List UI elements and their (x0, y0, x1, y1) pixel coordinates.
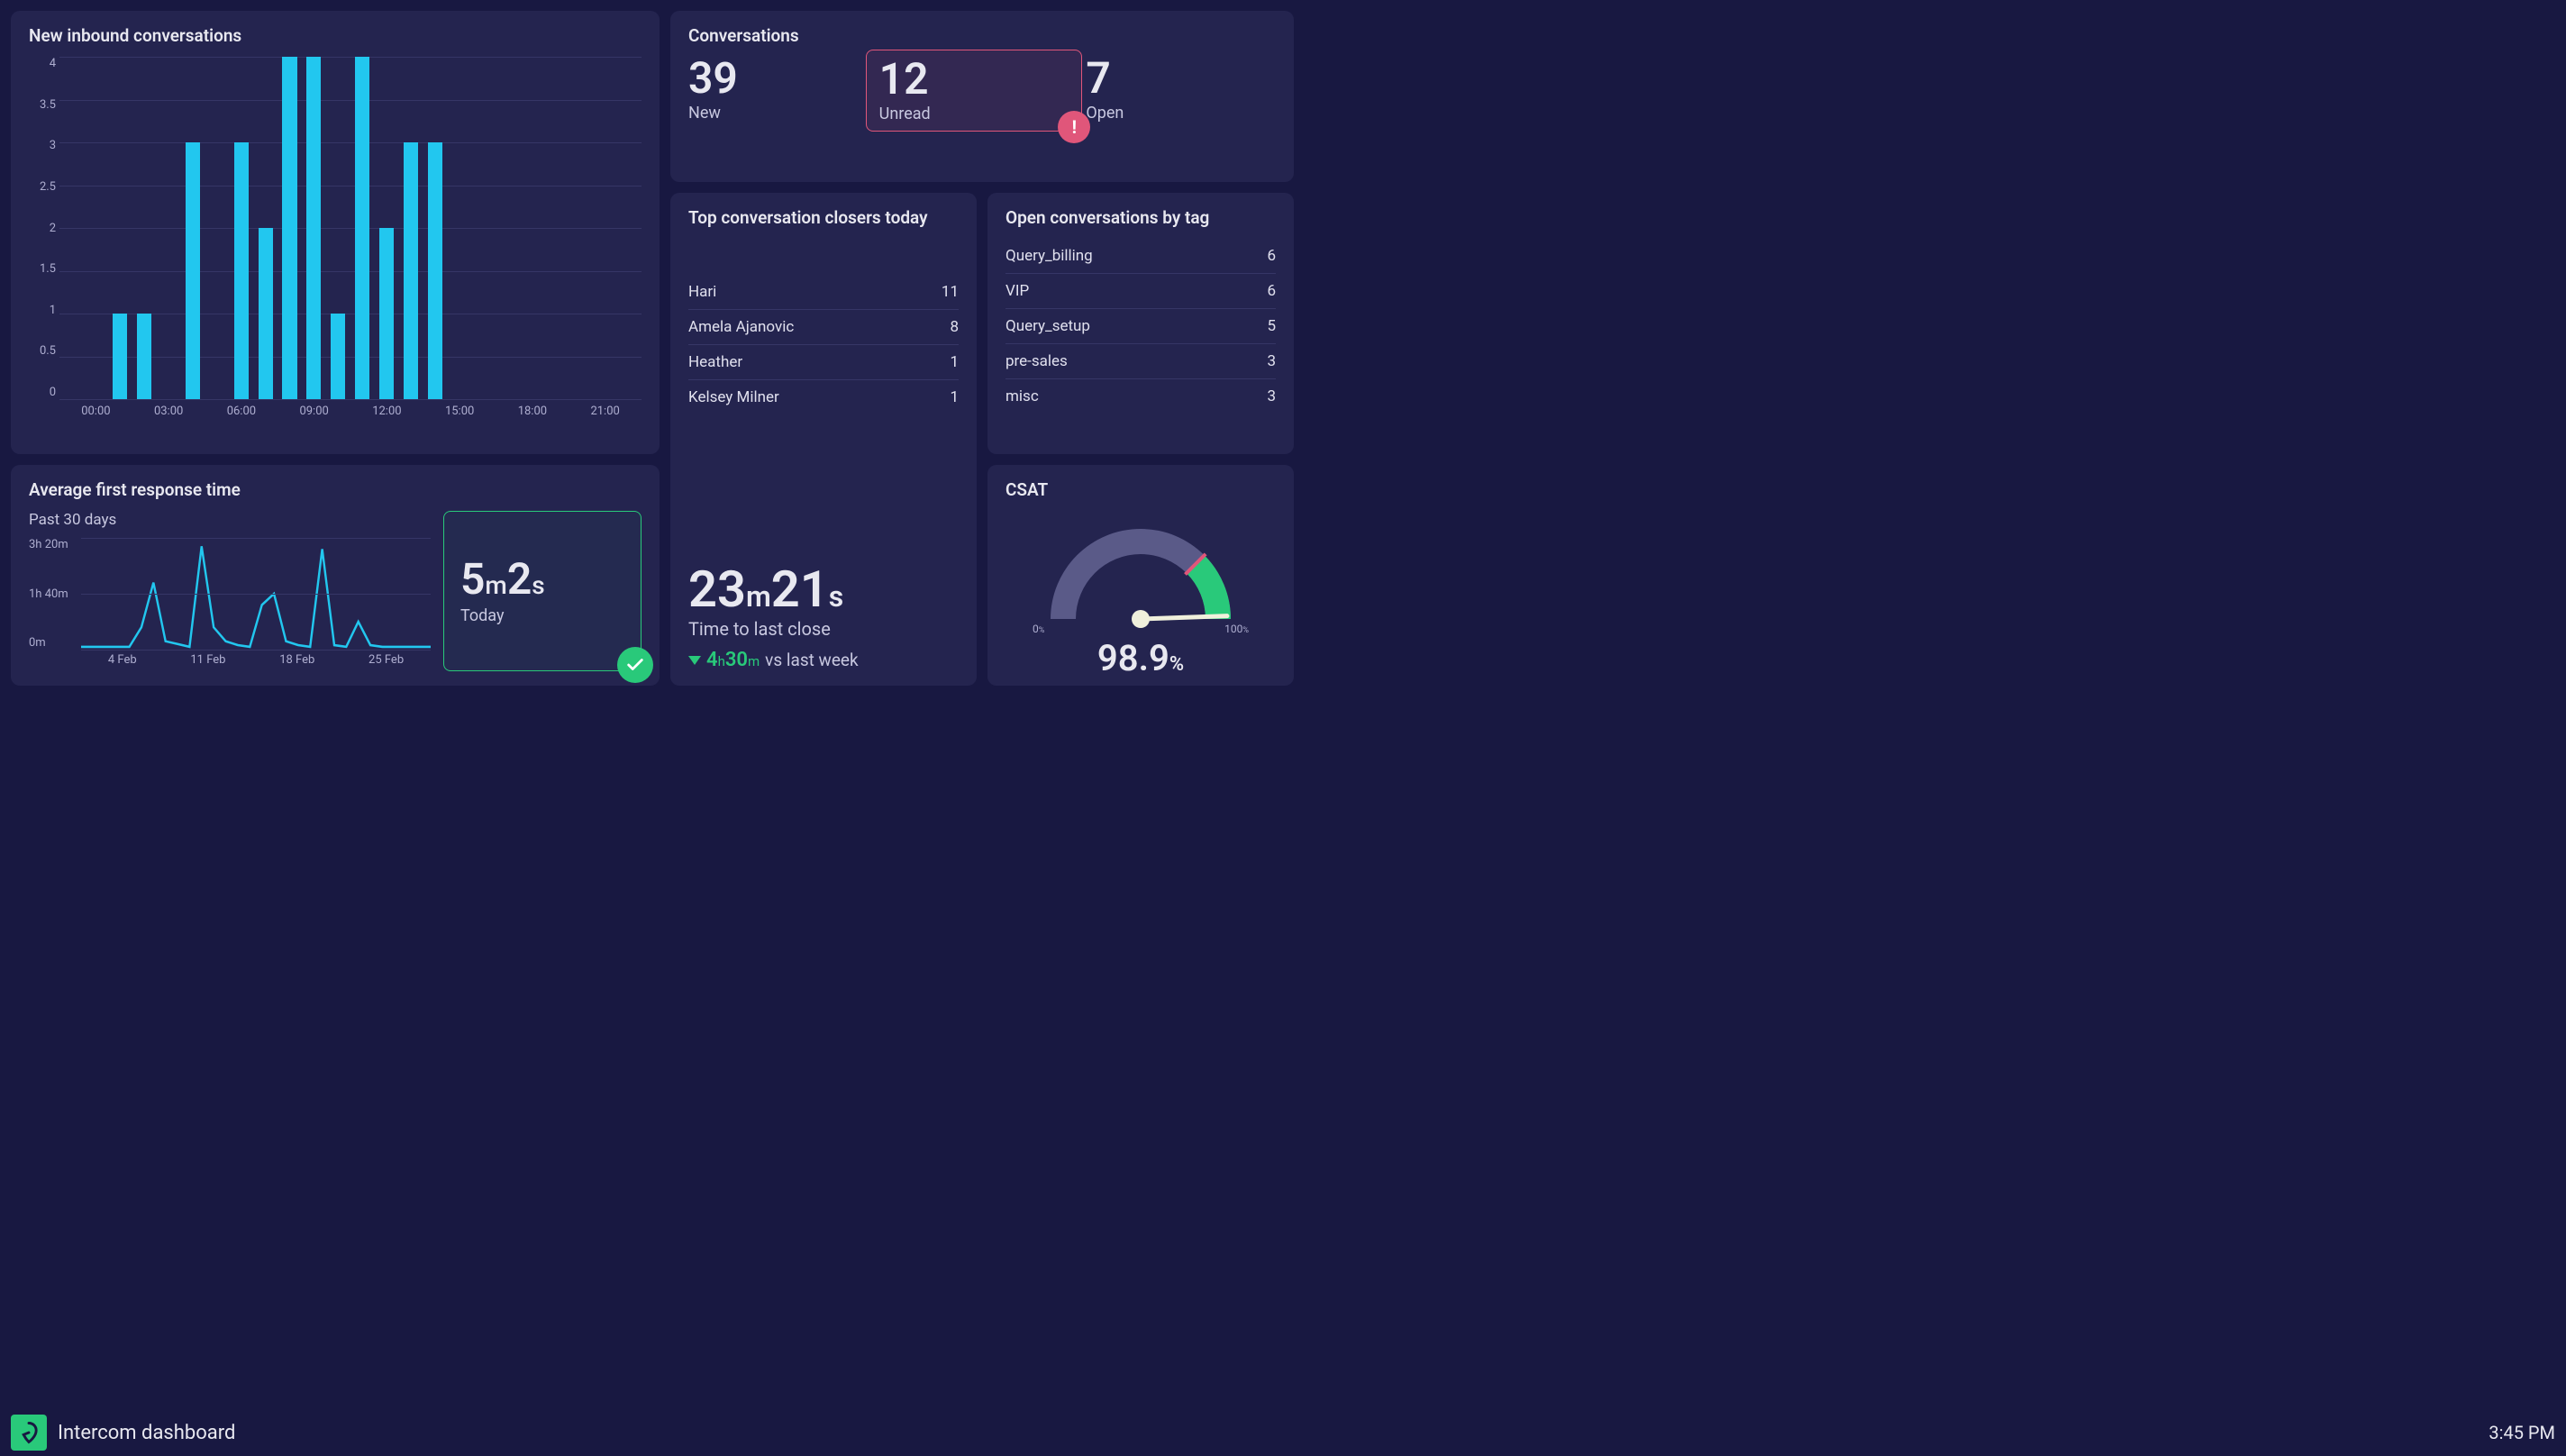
inbound-bar-chart: 43.532.521.510.50 00:0003:0006:0009:0012… (29, 57, 642, 426)
closers-title: Top conversation closers today (688, 207, 959, 228)
caret-down-icon (688, 656, 701, 665)
conversations-summary-card: Conversations 39New12Unread!7Open (670, 11, 1294, 182)
tags-title: Open conversations by tag (1005, 207, 1276, 228)
inbound-title: New inbound conversations (29, 25, 642, 46)
response-today-label: Today (460, 606, 624, 625)
response-time-card: Average first response time Past 30 days… (11, 465, 660, 686)
closer-row: Heather1 (688, 345, 959, 380)
bar (331, 314, 345, 399)
stat-value: 39 (688, 57, 878, 100)
stat-value: 12 (879, 58, 1069, 101)
stat-label: Unread (879, 105, 1069, 123)
inbound-conversations-card: New inbound conversations 43.532.521.510… (11, 11, 660, 454)
time-to-close-label: Time to last close (688, 618, 959, 640)
closer-row: Hari11 (688, 275, 959, 310)
bar (306, 57, 321, 399)
tag-row: VIP6 (1005, 274, 1276, 309)
bar (137, 314, 151, 399)
response-title: Average first response time (29, 479, 642, 500)
top-closers-card: Top conversation closers today Hari11Ame… (670, 193, 977, 686)
tags-card: Open conversations by tag Query_billing6… (987, 193, 1294, 454)
time-to-close-value: 23m21s (688, 564, 959, 614)
bar (282, 57, 296, 399)
bar (186, 142, 200, 399)
csat-title: CSAT (1005, 479, 1276, 500)
closer-row: Kelsey Milner1 (688, 380, 959, 414)
response-today-value: 5m2s (460, 558, 624, 601)
footer-time: 3:45 PM (2489, 1422, 2555, 1443)
stat-label: Open (1086, 104, 1276, 123)
check-icon (617, 647, 653, 683)
bar (355, 57, 369, 399)
csat-value: 98.9% (1097, 637, 1184, 679)
bar (404, 142, 418, 399)
tag-row: misc3 (1005, 379, 1276, 414)
tag-row: Query_setup5 (1005, 309, 1276, 344)
time-to-close-delta: 4h30m vs last week (688, 649, 959, 671)
response-subtitle: Past 30 days (29, 511, 431, 529)
tag-row: pre-sales3 (1005, 344, 1276, 379)
closer-row: Amela Ajanovic8 (688, 310, 959, 345)
footer: Intercom dashboard 3:45 PM (11, 1415, 2555, 1451)
conversation-stat-unread: 12Unread! (866, 50, 1083, 132)
footer-title: Intercom dashboard (58, 1422, 235, 1444)
conversation-stat-open: 7 Open (1086, 57, 1276, 124)
conversation-stat-new: 39 New (688, 57, 878, 124)
bar (113, 314, 127, 399)
csat-card: CSAT 0% 100% 98.9% (987, 465, 1294, 686)
tag-row: Query_billing6 (1005, 239, 1276, 274)
stat-label: New (688, 104, 878, 123)
response-today-panel: 5m2s Today (443, 511, 642, 671)
bar (259, 228, 273, 399)
bar (428, 142, 442, 399)
response-line-chart: 3h 20m1h 40m0m 4 Feb11 Feb18 Feb25 Feb (29, 538, 431, 671)
intercom-logo-icon (11, 1415, 47, 1451)
bar (379, 228, 394, 399)
stat-value: 7 (1086, 57, 1276, 100)
bar (234, 142, 249, 399)
conversations-title: Conversations (688, 25, 1276, 46)
csat-gauge (1033, 511, 1249, 628)
